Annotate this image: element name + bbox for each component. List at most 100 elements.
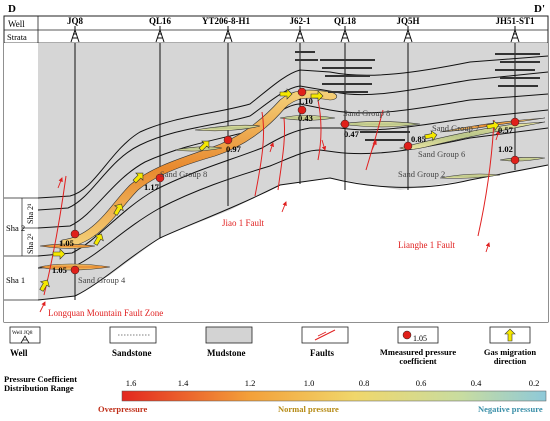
derrick-icon bbox=[510, 26, 520, 43]
well-derricks bbox=[70, 26, 520, 43]
svg-text:1.10: 1.10 bbox=[298, 96, 313, 106]
fault-label-longquan: Longquan Mountain Fault Zone bbox=[48, 308, 163, 318]
lower-white-area bbox=[38, 165, 548, 322]
gas-arrow-icon bbox=[113, 203, 124, 216]
fault-line bbox=[365, 109, 384, 171]
legend-gas-swatch bbox=[489, 326, 531, 344]
legend-label-well: Well bbox=[10, 348, 28, 358]
scale-tick: 0.8 bbox=[359, 378, 370, 388]
legend-sandstone-swatch bbox=[109, 326, 157, 344]
well-name: QL18 bbox=[334, 16, 357, 26]
horizon-lines bbox=[37, 55, 549, 301]
svg-text:0.43: 0.43 bbox=[298, 113, 313, 123]
pressure-point: 0.47 bbox=[340, 119, 360, 139]
derrick-icon bbox=[70, 26, 80, 43]
pressure-point: 1.05 bbox=[52, 265, 80, 275]
scale-tick: 1.2 bbox=[245, 378, 256, 388]
svg-text:0.85: 0.85 bbox=[411, 134, 426, 144]
fault-arrow bbox=[281, 201, 287, 213]
gas-arrow-icon bbox=[132, 172, 144, 184]
pressure-point: 1.02 bbox=[498, 144, 520, 165]
scale-tick: 1.4 bbox=[178, 378, 189, 388]
pressure-point: 1.05 bbox=[59, 229, 80, 248]
well-name: JQ5H bbox=[396, 16, 419, 26]
svg-text:1.02: 1.02 bbox=[498, 144, 513, 154]
pressure-point: 1.10 bbox=[297, 87, 313, 106]
fault-lines bbox=[43, 99, 495, 296]
derrick-icon bbox=[340, 26, 350, 43]
fault-line bbox=[277, 117, 286, 191]
fault-label-lianghe1: Lianghe 1 Fault bbox=[398, 240, 455, 250]
sand-body-lens bbox=[39, 243, 96, 249]
legend-label-pressure: Mmeasured pressure coefficient bbox=[380, 347, 456, 366]
scale-label-overpressure: Overpressure bbox=[98, 404, 147, 414]
sand-group-label: Sand Group 4 bbox=[78, 275, 126, 285]
fault-arrow bbox=[485, 242, 490, 253]
scale-ticks: 1.6 1.4 1.2 1.0 0.8 0.6 0.4 0.2 bbox=[126, 378, 540, 388]
fault-arrow bbox=[269, 142, 274, 153]
fault-line bbox=[254, 111, 265, 197]
pressure-scale: Pressure Coefficient Distribution Range 1… bbox=[4, 374, 547, 414]
pressure-point: 0.43 bbox=[297, 105, 313, 123]
gas-arrow-icon bbox=[424, 130, 438, 142]
gas-arrow-icon bbox=[52, 248, 66, 260]
sand-group-label: Sand Group 7 bbox=[432, 123, 479, 133]
pressure-point: 1.17 bbox=[144, 173, 165, 192]
scale-colorbar bbox=[121, 390, 547, 402]
gas-arrow-icon bbox=[504, 328, 516, 342]
scale-tick: 1.6 bbox=[126, 378, 137, 388]
pressure-point: 0.85 bbox=[403, 134, 426, 151]
gas-arrow-icon bbox=[279, 88, 293, 100]
legend-fault-swatch bbox=[301, 326, 349, 344]
section-end-left: D bbox=[8, 3, 16, 15]
derrick-icon bbox=[223, 26, 233, 43]
sand-body-lens bbox=[439, 173, 501, 179]
sand-body-lens bbox=[399, 121, 546, 150]
fault-arrow bbox=[371, 140, 377, 151]
well-name: JQ8 bbox=[67, 16, 84, 26]
derrick-icon bbox=[403, 26, 413, 43]
well-name: QL16 bbox=[149, 16, 172, 26]
fault-arrow bbox=[57, 177, 63, 189]
well-name: YT206-8-H1 bbox=[202, 16, 250, 26]
fault-line bbox=[477, 119, 495, 237]
strata-sha1: Sha 1 bbox=[6, 275, 25, 285]
sand-group-label: Sand Group 8 bbox=[343, 108, 390, 118]
thin-sand-stripes bbox=[295, 51, 540, 141]
sand-body-main bbox=[61, 89, 338, 249]
fault-label-jiao1: Jiao 1 Fault bbox=[222, 218, 264, 228]
fault-labels: Jiao 1 Fault Lianghe 1 Fault Longquan Mo… bbox=[48, 218, 455, 318]
strata-sha2: Sha 2 bbox=[6, 223, 25, 233]
legend-pressure-swatch: 1.05 bbox=[397, 326, 439, 344]
fault-arrow bbox=[495, 130, 500, 141]
svg-text:1.17: 1.17 bbox=[144, 182, 160, 192]
well-name: JH51-ST1 bbox=[495, 16, 535, 26]
svg-text:Well JQ8: Well JQ8 bbox=[12, 330, 33, 336]
legend-mudstone-swatch bbox=[205, 326, 253, 344]
scale-tick: 0.4 bbox=[471, 378, 482, 388]
sand-group-label: Sand Group 2 bbox=[398, 169, 445, 179]
fault-arrows bbox=[39, 130, 500, 313]
section-end-right: D' bbox=[534, 3, 545, 15]
sand-body-lens bbox=[174, 146, 223, 152]
sand-body-lens bbox=[339, 121, 421, 128]
legend-label-faults: Faults bbox=[310, 348, 335, 358]
fault-arrow bbox=[39, 301, 46, 313]
well-name: J62-1 bbox=[290, 16, 311, 26]
pressure-point: 0.57 bbox=[498, 117, 520, 135]
strata-header-label: Strata bbox=[7, 32, 27, 42]
legend-well-icon: Well JQ8 bbox=[9, 326, 41, 344]
svg-text:1.05: 1.05 bbox=[413, 334, 427, 343]
gas-arrow-icon bbox=[39, 279, 50, 292]
legend-label-gas: Gas migration direction bbox=[484, 347, 536, 366]
derrick-icon bbox=[155, 26, 165, 43]
strata-sha2-2: Sha 2² bbox=[26, 233, 35, 254]
derrick-icon bbox=[295, 26, 305, 43]
gas-migration-arrows bbox=[39, 88, 500, 292]
fault-arrow bbox=[321, 139, 327, 151]
well-header-label: Well bbox=[8, 19, 25, 29]
gas-arrow-icon bbox=[310, 90, 324, 102]
svg-text:0.97: 0.97 bbox=[226, 144, 242, 154]
sand-body-lens bbox=[194, 124, 261, 132]
sand-group-label: Sand Group 6 bbox=[418, 149, 465, 159]
